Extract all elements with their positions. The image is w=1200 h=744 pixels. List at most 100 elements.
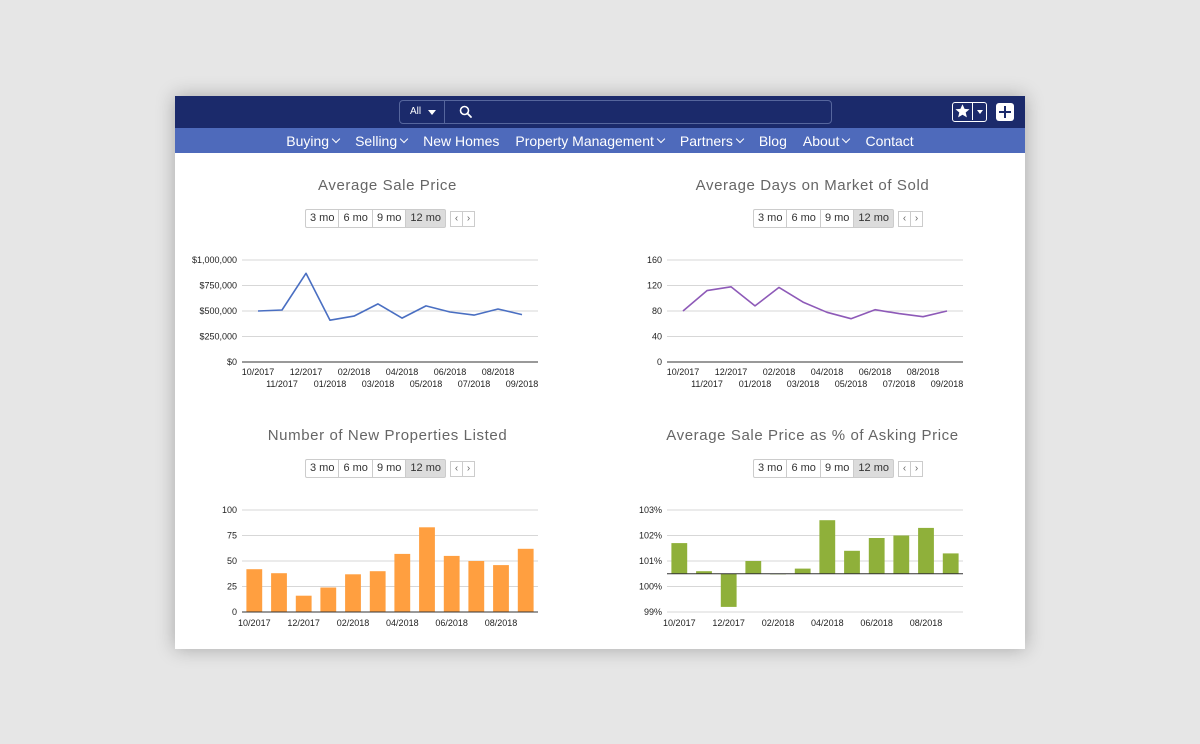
plus-icon[interactable] [996,103,1014,121]
range-button-9-mo[interactable]: 9 mo [819,459,855,478]
range-button-6-mo[interactable]: 6 mo [786,209,821,228]
x-tick-label: 04/2018 [386,367,419,377]
bar [671,543,688,574]
range-pager: ‹ › [450,211,475,227]
range-button-6-mo[interactable]: 6 mo [338,459,373,478]
nav-item-buying[interactable]: Buying [286,133,341,149]
range-button-12-mo[interactable]: 12 mo [405,459,446,478]
range-selector: 3 mo 6 mo 9 mo 12 mo [305,459,446,478]
x-tick-label: 05/2018 [410,379,443,389]
range-button-3-mo[interactable]: 3 mo [305,209,340,228]
y-tick-label: 25 [227,582,237,592]
y-tick-label: 100 [222,505,237,515]
nav-item-contact[interactable]: Contact [865,133,913,149]
x-tick-label: 04/2018 [386,618,419,628]
y-tick-label: $750,000 [199,281,237,291]
bar [419,527,435,612]
chart-title: Average Sale Price [318,177,457,194]
range-button-3-mo[interactable]: 3 mo [753,459,788,478]
x-tick-label: 07/2018 [458,379,491,389]
bar [794,568,811,574]
x-tick-label: 04/2018 [811,367,844,377]
range-button-12-mo[interactable]: 12 mo [405,209,446,228]
x-tick-label: 02/2018 [337,618,370,628]
nav-item-property-management[interactable]: Property Management [515,133,666,149]
next-button[interactable]: › [910,211,923,227]
y-tick-label: 99% [644,607,662,617]
chart-panel-sale-price-pct-asking: Average Sale Price as % of Asking Price 3… [600,346,1025,628]
bar [942,553,959,574]
x-tick-label: 11/2017 [266,379,298,389]
bar [918,527,934,574]
y-tick-label: 100% [639,582,662,592]
y-tick-label: 40 [652,332,662,342]
range-pager: ‹ › [898,461,923,477]
nav-item-partners[interactable]: Partners [679,132,745,149]
range-button-6-mo[interactable]: 6 mo [786,459,821,478]
y-tick-label: $0 [227,357,237,367]
bar [246,569,263,612]
nav-item-selling[interactable]: Selling [355,132,409,149]
bar [745,561,762,574]
chart-panel-average-sale-price: Average Sale Price 3 mo 6 mo 9 mo 12 mo ‹ › $0 $… [175,96,600,389]
nav-item-label: Selling [355,132,398,149]
x-tick-label: 12/2017 [712,618,745,628]
x-tick-label: 12/2017 [715,367,748,377]
y-tick-label: 101% [639,556,662,566]
range-button-9-mo[interactable]: 9 mo [371,209,407,228]
range-button-12-mo[interactable]: 12 mo [853,459,894,478]
y-tick-label: 120 [647,281,662,291]
x-tick-label: 12/2017 [287,618,320,628]
x-tick-label: 10/2017 [663,618,696,628]
next-button[interactable]: › [462,211,475,227]
x-tick-label: 06/2018 [859,367,892,377]
nav-items: Buying Selling New Homes Property Managemen… [175,128,1025,153]
search-input[interactable] [478,103,818,121]
bar [696,571,712,574]
main-nav: Buying Selling New Homes Property Managemen… [175,128,1025,153]
range-button-6-mo[interactable]: 6 mo [338,209,373,228]
y-tick-label: $500,000 [199,306,237,316]
x-tick-label: 10/2017 [242,367,275,377]
bar [443,555,460,612]
next-button[interactable]: › [462,461,475,477]
bar [295,595,312,612]
chart-panel-average-days-on-market: Average Days on Market of Sold 3 mo 6 mo 9 … [600,96,1025,389]
search-scope-label: All [410,106,422,117]
chart-2: 0 25 50 75 100 10/2017 12/2017 02/2018 04/2018 06… [222,505,538,628]
bar [893,535,910,574]
caret-down-icon[interactable] [977,110,983,114]
nav-item-new-homes[interactable]: New Homes [423,133,499,149]
range-selector: 3 mo 6 mo 9 mo 12 mo [753,209,894,228]
x-tick-label: 02/2018 [338,367,371,377]
range-button-3-mo[interactable]: 3 mo [305,459,340,478]
range-button-3-mo[interactable]: 3 mo [753,209,788,228]
x-tick-label: 08/2018 [910,618,943,628]
nav-item-label: Partners [679,132,733,149]
x-tick-label: 09/2018 [931,379,964,389]
star-button[interactable] [953,103,973,120]
next-button[interactable]: › [910,461,923,477]
range-button-9-mo[interactable]: 9 mo [371,459,407,478]
range-selector: 3 mo 6 mo 9 mo 12 mo [305,209,446,228]
x-tick-label: 11/2017 [691,379,723,389]
x-tick-label: 08/2018 [482,367,515,377]
x-tick-label: 06/2018 [860,618,893,628]
bar [394,553,411,612]
chart-title: Average Sale Price as % of Asking Price [666,427,959,444]
nav-item-label: New Homes [423,132,500,149]
x-tick-label: 08/2018 [907,367,940,377]
x-tick-label: 06/2018 [435,618,468,628]
x-tick-label: 01/2018 [314,379,347,389]
chart-3: 99% 100% 101% 102% 103% 10/2017 12/2017 02/2018… [639,505,963,628]
nav-item-about[interactable]: About [803,133,851,149]
range-button-12-mo[interactable]: 12 mo [853,209,894,228]
range-button-9-mo[interactable]: 9 mo [819,209,855,228]
bar [320,587,337,612]
search-scope-dropdown[interactable]: All [400,101,445,123]
favorites-button[interactable] [952,102,987,122]
nav-item-blog[interactable]: Blog [759,133,787,149]
bar [517,548,534,612]
series-line [682,285,948,320]
range-pager: ‹ › [450,461,475,477]
